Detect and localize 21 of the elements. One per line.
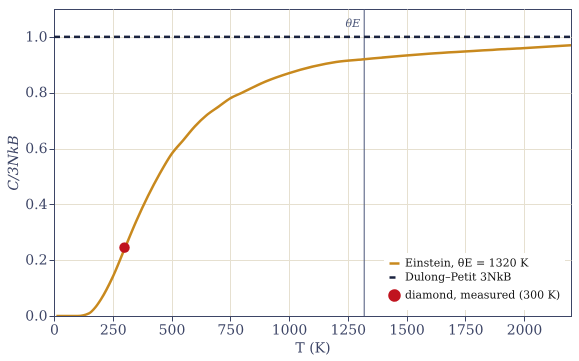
y-tick-label: 0.2 (25, 252, 48, 269)
x-tick-label: 0 (50, 322, 59, 338)
y-axis-title: C/3NkB (6, 135, 22, 191)
x-tick-label: 1500 (389, 322, 425, 338)
y-tick-label: 0.6 (25, 141, 48, 158)
x-tick-label: 1750 (448, 322, 484, 338)
x-tick-label: 2000 (506, 322, 542, 338)
x-tick-label: 750 (217, 322, 244, 338)
y-tick-label: 0.0 (25, 308, 48, 324)
legend-label: Einstein, θE = 1320 K (405, 256, 530, 270)
y-tick-label: 0.8 (25, 85, 48, 102)
legend-label: Dulong–Petit 3NkB (405, 270, 512, 284)
x-tick-label: 250 (100, 322, 127, 338)
x-axis-title: T (K) (295, 340, 331, 356)
legend-label: diamond, measured (300 K) (405, 288, 560, 302)
y-tick-label: 0.4 (25, 196, 48, 213)
x-tick-label: 1250 (330, 322, 366, 338)
x-tick-label: 1000 (272, 322, 308, 338)
y-tick-label: 1.0 (25, 29, 48, 46)
ref-line-label: θE (346, 17, 360, 30)
x-tick-label: 500 (158, 322, 186, 338)
